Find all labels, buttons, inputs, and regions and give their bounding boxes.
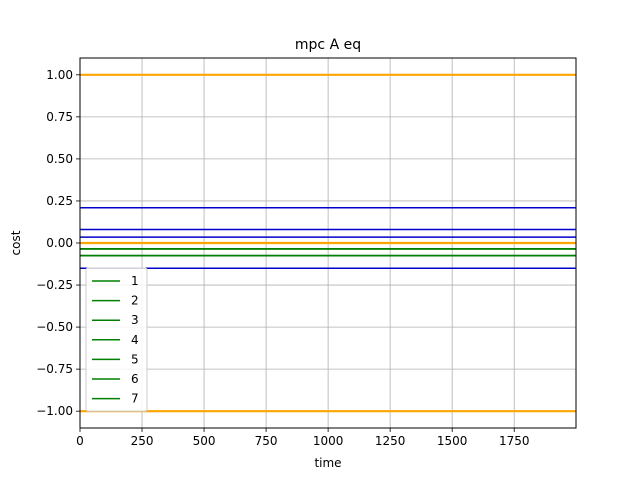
x-tick-label: 1750 (499, 434, 530, 448)
y-tick-label: −0.25 (36, 278, 73, 292)
y-tick-label: 1.00 (46, 68, 73, 82)
legend-label: 7 (131, 392, 139, 406)
x-tick-label: 1500 (437, 434, 468, 448)
y-tick-label: −0.50 (36, 320, 73, 334)
data-lines (80, 73, 576, 413)
legend-label: 2 (131, 294, 139, 308)
y-tick-label: 0.75 (46, 110, 73, 124)
x-tick-label: 750 (255, 434, 278, 448)
legend: 1 2 3 4 5 6 7 (85, 267, 148, 412)
legend-label: 4 (131, 333, 139, 347)
y-axis-label: cost (9, 230, 23, 255)
x-axis-label: time (314, 456, 341, 470)
legend-label: 3 (131, 313, 139, 327)
x-tick-label: 0 (76, 434, 84, 448)
x-axis: 0 250 500 750 1000 1250 1500 1750 (76, 428, 529, 448)
legend-label: 6 (131, 372, 139, 386)
x-tick-label: 250 (131, 434, 154, 448)
y-tick-label: 0.25 (46, 194, 73, 208)
legend-label: 5 (131, 352, 139, 366)
chart-title: mpc A eq (295, 37, 361, 53)
legend-label: 1 (131, 274, 139, 288)
y-tick-label: −1.00 (36, 404, 73, 418)
y-tick-label: 0.50 (46, 152, 73, 166)
x-tick-label: 500 (193, 434, 216, 448)
x-tick-label: 1000 (313, 434, 344, 448)
x-tick-label: 1250 (375, 434, 406, 448)
y-axis: 1.00 0.75 0.50 0.25 0.00 −0.25 −0.50 −0.75 −1.00 (36, 68, 80, 418)
y-tick-label: −0.75 (36, 362, 73, 376)
y-tick-label: 0.00 (46, 236, 73, 250)
